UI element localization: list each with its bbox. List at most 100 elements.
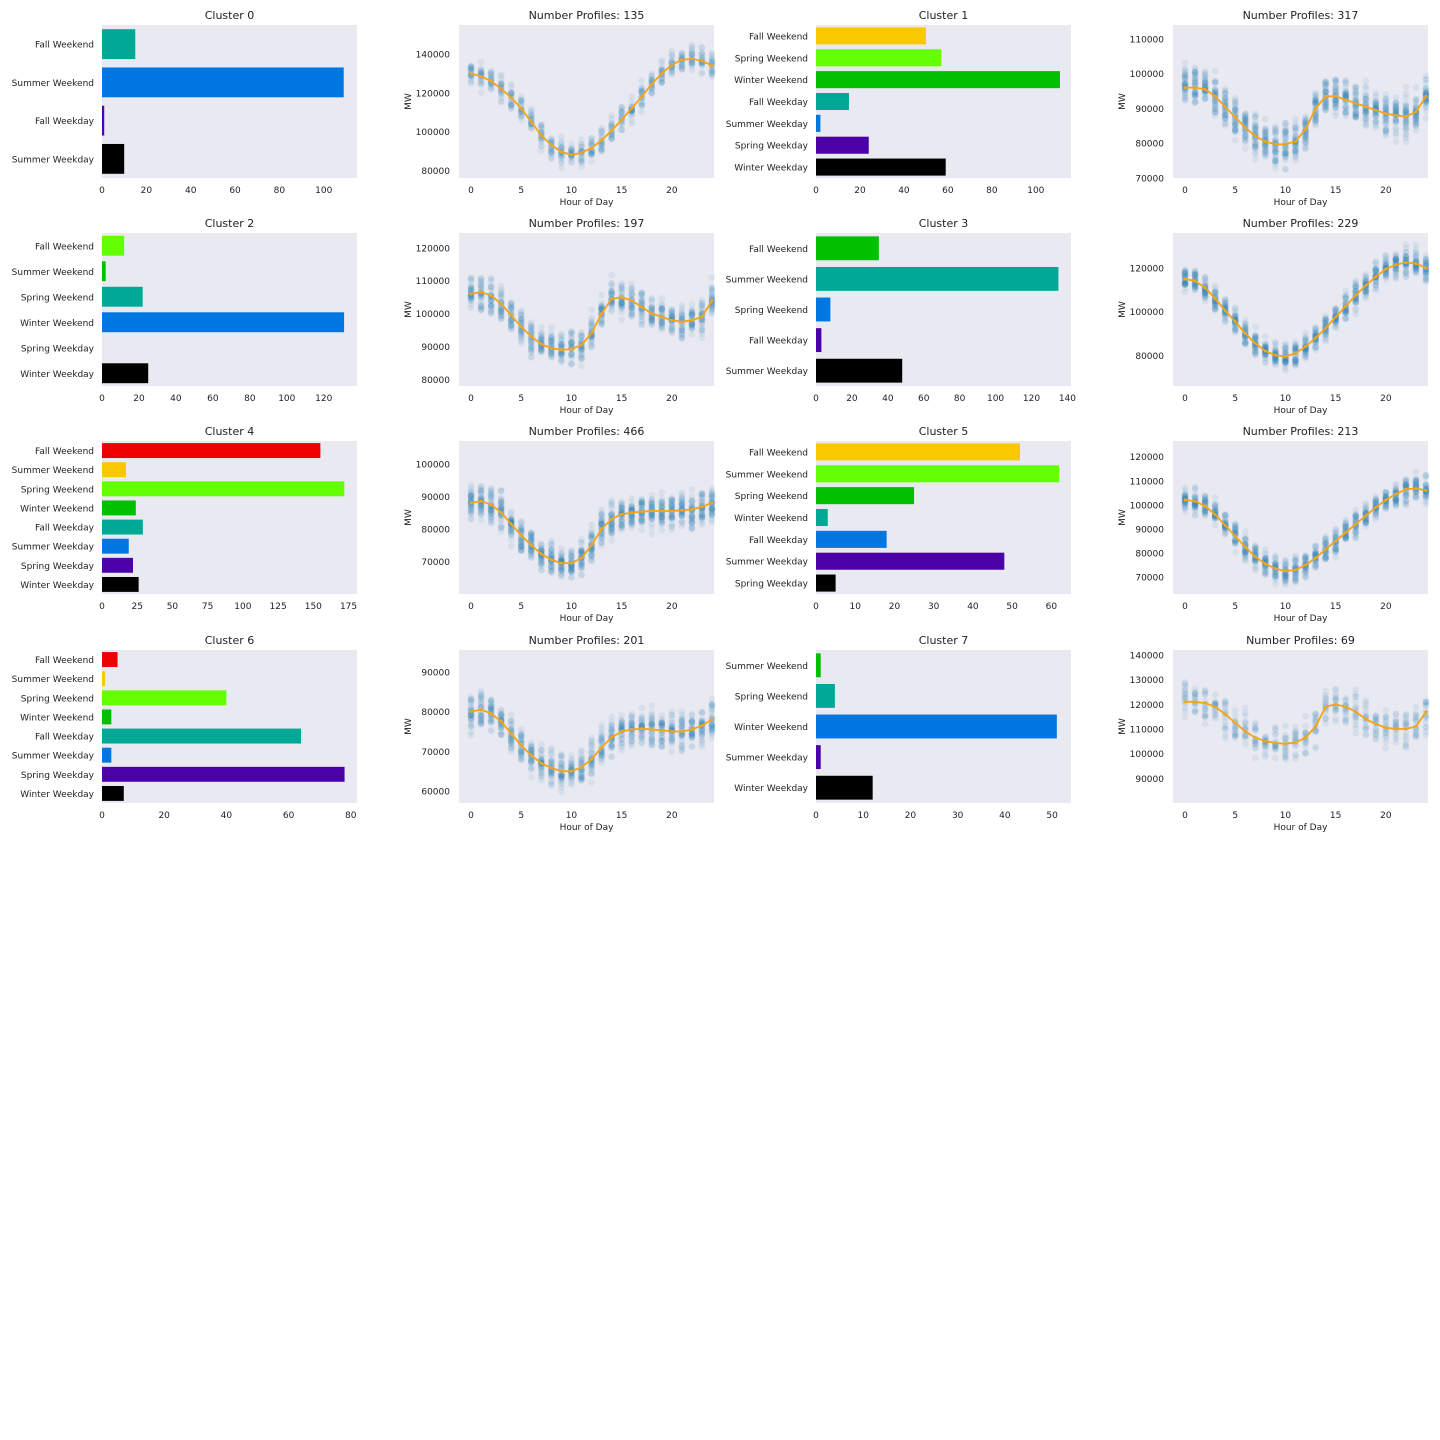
profile-point: [688, 58, 696, 66]
profile-point: [1231, 327, 1239, 334]
mean-point: [509, 313, 513, 317]
bar: [102, 557, 133, 573]
category-label: Fall Weekend: [35, 242, 94, 252]
profile-point: [708, 67, 716, 74]
profile-point: [507, 92, 515, 100]
y-axis-label: MW: [404, 509, 414, 526]
profile-point: [517, 98, 525, 106]
profile-point: [517, 96, 525, 103]
profile-point: [1372, 118, 1380, 126]
profile-point: [538, 125, 545, 133]
profile-point: [517, 111, 525, 118]
bar: [816, 552, 1005, 570]
x-tick-label: 100: [987, 394, 1004, 404]
profile-point: [467, 62, 475, 70]
profile-point: [678, 491, 686, 499]
profile-point: [1382, 132, 1390, 139]
profile-point: [588, 151, 595, 158]
x-axis-label: Hour of Day: [1274, 198, 1329, 208]
mean-point: [539, 342, 543, 346]
mean-point: [1424, 94, 1428, 98]
profile-point: [1372, 279, 1380, 287]
profile-point: [1272, 157, 1279, 164]
profile-point: [678, 61, 686, 68]
profile-point: [698, 49, 706, 57]
profile-point: [558, 139, 565, 147]
subplot-5: Number Profiles: 19780000900001000001100…: [404, 217, 716, 416]
profile-point: [467, 64, 475, 71]
profile-point: [497, 80, 505, 88]
bar: [816, 574, 836, 592]
profile-point: [708, 493, 716, 501]
profile-point: [688, 513, 696, 521]
profile-point: [527, 342, 535, 350]
profile-point: [1312, 346, 1319, 354]
profile-point: [688, 50, 696, 58]
mean-point: [1223, 105, 1227, 109]
profile-point: [658, 305, 666, 313]
profile-point: [588, 150, 595, 158]
profile-point: [688, 59, 696, 66]
profile-point: [527, 120, 535, 128]
mean-point: [569, 561, 573, 565]
x-tick-label: 60: [918, 394, 930, 404]
profile-point: [507, 542, 515, 550]
mean-point: [1193, 279, 1197, 283]
profile-point: [678, 511, 686, 519]
profile-point: [517, 93, 525, 100]
profile-point: [477, 278, 485, 286]
profile-point: [517, 112, 525, 120]
profile-point: [658, 78, 666, 86]
mean-point: [670, 318, 674, 322]
profile-point: [608, 120, 615, 128]
mean-point: [620, 295, 624, 299]
subplot-9: Number Profiles: 46670000800009000010000…: [404, 425, 716, 624]
profile-point: [527, 120, 535, 128]
mean-point: [1324, 94, 1328, 98]
bar: [816, 266, 1059, 291]
profile-point: [548, 148, 555, 155]
profile-point: [578, 163, 585, 171]
profile-point: [1332, 84, 1339, 91]
profile-point: [497, 92, 505, 99]
profile-point: [558, 545, 565, 552]
profile-point: [618, 305, 625, 312]
profile-point: [688, 331, 696, 339]
profile-point: [598, 513, 605, 521]
x-tick-label: 100: [1027, 186, 1044, 196]
profile-point: [517, 96, 525, 104]
plot-area: [102, 25, 357, 178]
profile-point: [588, 148, 595, 156]
profile-point: [578, 159, 585, 167]
profile-point: [688, 61, 696, 69]
profile-point: [497, 94, 505, 102]
profile-point: [1272, 125, 1279, 132]
profile-point: [538, 142, 545, 150]
bar: [102, 261, 106, 282]
profile-point: [1422, 108, 1430, 115]
mean-point: [690, 57, 694, 61]
mean-point: [1253, 134, 1257, 138]
category-label: Summer Weekend: [12, 79, 94, 89]
y-tick-label: 80000: [421, 376, 450, 386]
profile-point: [467, 63, 475, 71]
mean-point: [1243, 332, 1247, 336]
mean-point: [1404, 114, 1408, 118]
plot-area: [102, 233, 357, 386]
x-tick-label: 125: [270, 602, 287, 612]
x-tick-label: 5: [518, 394, 524, 404]
profile-point: [497, 98, 505, 106]
profile-point: [708, 58, 716, 65]
subplot-title: Cluster 5: [919, 425, 969, 438]
profile-point: [688, 519, 696, 526]
profile-point: [558, 158, 565, 166]
subplot-title: Cluster 4: [205, 425, 255, 438]
profile-point: [527, 327, 535, 334]
profile-point: [1362, 83, 1370, 90]
profile-point: [1402, 90, 1410, 98]
profile-point: [1392, 273, 1400, 281]
bar: [102, 67, 344, 98]
profile-point: [1342, 104, 1349, 111]
profile-point: [1392, 131, 1400, 139]
profile-point: [638, 84, 646, 92]
